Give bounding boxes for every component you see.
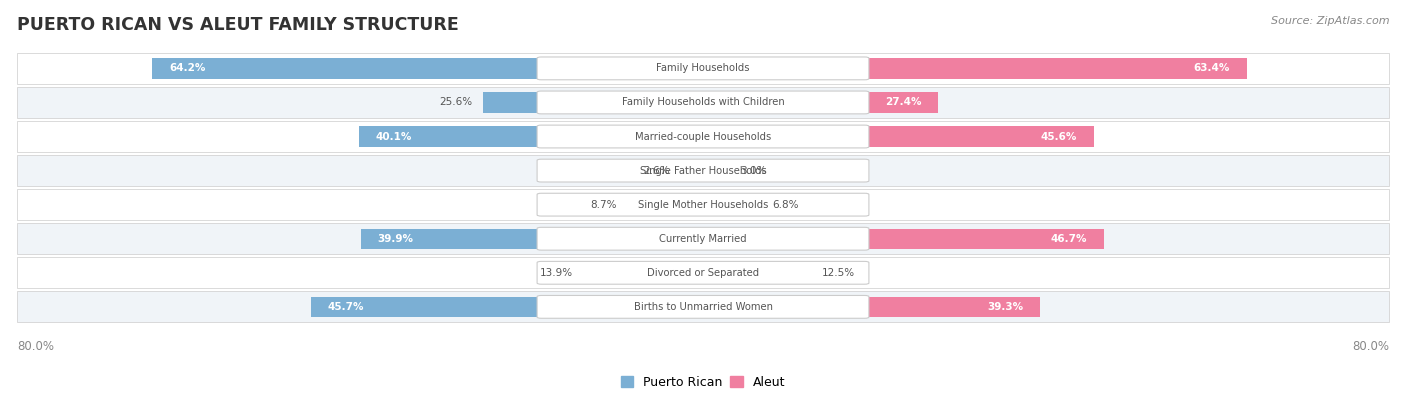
Text: Married-couple Households: Married-couple Households	[636, 132, 770, 141]
Bar	[17, 292, 1389, 322]
Bar	[311, 297, 703, 317]
Text: 39.3%: 39.3%	[987, 302, 1024, 312]
Bar	[17, 121, 1389, 152]
Bar	[17, 53, 1389, 84]
FancyBboxPatch shape	[537, 295, 869, 318]
Text: 80.0%: 80.0%	[1353, 340, 1389, 353]
Text: 8.7%: 8.7%	[591, 199, 617, 210]
Bar	[17, 87, 1389, 118]
Text: 6.8%: 6.8%	[772, 199, 799, 210]
FancyBboxPatch shape	[537, 227, 869, 250]
FancyBboxPatch shape	[537, 159, 869, 182]
Text: Single Mother Households: Single Mother Households	[638, 199, 768, 210]
Bar	[152, 58, 703, 79]
Bar	[703, 228, 1104, 249]
Text: 40.1%: 40.1%	[375, 132, 412, 141]
Text: 64.2%: 64.2%	[169, 63, 205, 73]
Text: Single Father Households: Single Father Households	[640, 166, 766, 176]
Text: 25.6%: 25.6%	[439, 98, 472, 107]
FancyBboxPatch shape	[537, 125, 869, 148]
FancyBboxPatch shape	[537, 91, 869, 114]
Text: 12.5%: 12.5%	[821, 268, 855, 278]
Bar	[703, 263, 810, 283]
Bar	[628, 194, 703, 215]
Text: Divorced or Separated: Divorced or Separated	[647, 268, 759, 278]
Text: 3.0%: 3.0%	[740, 166, 766, 176]
Bar	[703, 194, 761, 215]
Text: 80.0%: 80.0%	[17, 340, 53, 353]
Text: Family Households with Children: Family Households with Children	[621, 98, 785, 107]
Bar	[681, 160, 703, 181]
Bar	[17, 258, 1389, 288]
FancyBboxPatch shape	[537, 57, 869, 80]
Bar	[17, 155, 1389, 186]
Bar	[359, 126, 703, 147]
Bar	[703, 92, 938, 113]
Text: Currently Married: Currently Married	[659, 234, 747, 244]
Bar	[583, 263, 703, 283]
Bar	[17, 189, 1389, 220]
FancyBboxPatch shape	[537, 261, 869, 284]
Bar	[361, 228, 703, 249]
Text: 46.7%: 46.7%	[1050, 234, 1087, 244]
Text: 27.4%: 27.4%	[884, 98, 921, 107]
Text: 45.6%: 45.6%	[1040, 132, 1077, 141]
Bar	[17, 223, 1389, 254]
Text: 2.6%: 2.6%	[643, 166, 669, 176]
Text: Births to Unmarried Women: Births to Unmarried Women	[634, 302, 772, 312]
Text: 45.7%: 45.7%	[328, 302, 364, 312]
Text: 39.9%: 39.9%	[378, 234, 413, 244]
Bar	[484, 92, 703, 113]
Bar	[703, 160, 728, 181]
FancyBboxPatch shape	[537, 193, 869, 216]
Text: Source: ZipAtlas.com: Source: ZipAtlas.com	[1271, 16, 1389, 26]
Text: 13.9%: 13.9%	[540, 268, 572, 278]
Bar	[703, 58, 1247, 79]
Text: PUERTO RICAN VS ALEUT FAMILY STRUCTURE: PUERTO RICAN VS ALEUT FAMILY STRUCTURE	[17, 16, 458, 34]
Text: 63.4%: 63.4%	[1194, 63, 1230, 73]
Legend: Puerto Rican, Aleut: Puerto Rican, Aleut	[621, 376, 785, 389]
Bar	[703, 126, 1094, 147]
Text: Family Households: Family Households	[657, 63, 749, 73]
Bar	[703, 297, 1040, 317]
